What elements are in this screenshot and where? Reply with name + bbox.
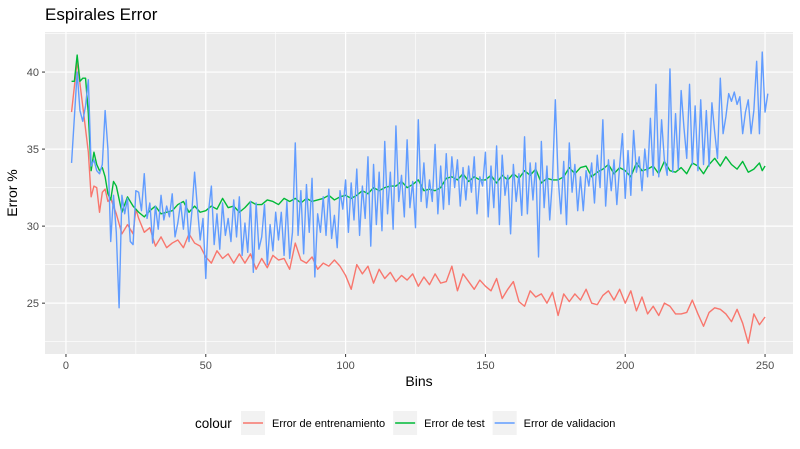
chart-title: Espirales Error — [45, 5, 158, 24]
x-tick-label: 200 — [616, 360, 634, 372]
y-tick-label: 30 — [27, 221, 39, 233]
x-tick-label: 0 — [63, 360, 69, 372]
x-tick-label: 250 — [756, 360, 774, 372]
series-line-3 — [70, 51, 769, 309]
y-tick-label: 40 — [27, 67, 39, 79]
series-line-1 — [70, 60, 766, 344]
x-tick-label: 100 — [336, 360, 354, 372]
legend-label-1: Error de entrenamiento — [272, 418, 385, 430]
y-tick-label: 25 — [27, 298, 39, 310]
legend: colour Error de entrenamiento Error de te… — [195, 411, 615, 435]
legend-title: colour — [195, 416, 232, 431]
y-axis: 25 30 35 40 — [27, 67, 45, 310]
legend-label-3: Error de validacion — [524, 418, 616, 430]
x-axis: 0 50 100 150 200 250 — [63, 354, 774, 372]
y-tick-label: 35 — [27, 144, 39, 156]
y-axis-title: Error % — [4, 169, 20, 216]
series-layer — [70, 51, 769, 344]
plot-panel — [45, 32, 793, 354]
x-tick-label: 150 — [476, 360, 494, 372]
x-axis-title: Bins — [405, 373, 432, 389]
x-tick-label: 50 — [200, 360, 212, 372]
legend-label-2: Error de test — [424, 418, 485, 430]
